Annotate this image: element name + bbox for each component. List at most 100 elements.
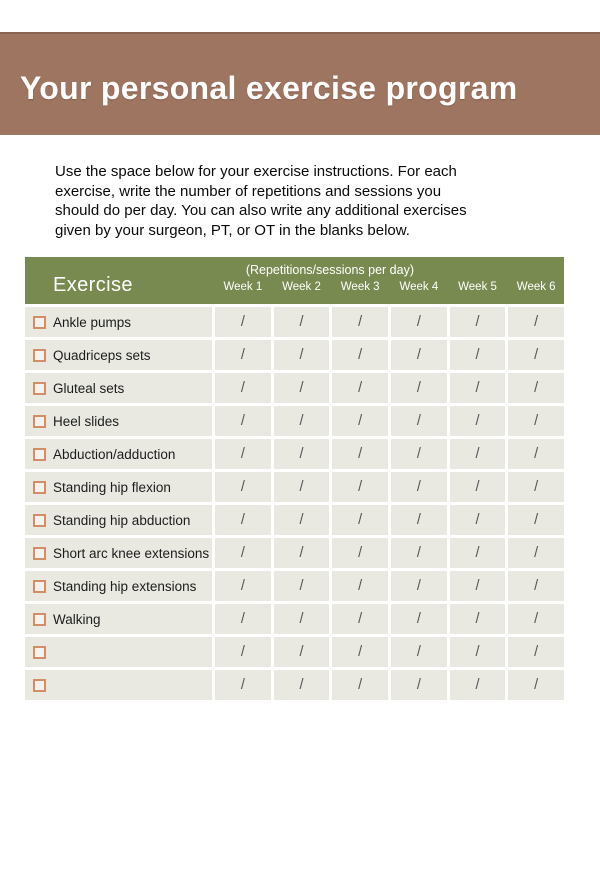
rep-cell: / [508,538,565,568]
rep-cell: / [215,307,271,337]
rep-cell: / [332,637,389,667]
rep-cell: / [215,670,271,700]
rep-cell: / [215,472,271,502]
table-row: Ankle pumps / / / / / / [25,307,565,337]
rep-cell: / [273,472,330,502]
exercise-checkbox[interactable] [33,447,46,461]
exercise-label-cell: Ankle pumps [25,307,212,337]
exercise-checkbox[interactable] [33,579,46,593]
rep-cell: / [449,307,506,337]
table-row: Abduction/adduction / / / / / / [25,439,565,469]
exercise-label: Heel slides [53,413,120,429]
exercise-checkbox[interactable] [33,678,46,692]
rep-cell: / [332,538,389,568]
exercise-checkbox[interactable] [33,381,46,395]
rep-cell: / [332,604,389,634]
exercise-label-cell: Standing hip flexion [25,472,212,502]
rep-cell: / [508,571,565,601]
exercise-label: Abduction/adduction [53,446,176,462]
rep-cell: / [391,307,447,337]
intro-line: exercise, write the number of repetition… [55,182,442,200]
rep-cell: / [449,604,506,634]
table-header: Exercise (Repetitions/sessions per day) … [25,257,564,304]
rep-cell: / [391,505,447,535]
rep-cell: / [391,406,447,436]
table-row: / / / / / / [25,637,565,667]
rep-cell: / [215,505,271,535]
table-row: Short arc knee extensions / / / / / / [25,538,565,568]
exercise-checkbox[interactable] [33,480,46,494]
exercise-checkbox[interactable] [33,645,46,659]
rep-cell: / [215,340,271,370]
exercise-label-cell [25,670,212,700]
rep-cell: / [273,637,330,667]
rep-cell: / [508,472,565,502]
exercise-label: Standing hip abduction [53,512,191,528]
exercise-label-cell: Quadriceps sets [25,340,212,370]
rep-cell: / [449,373,506,403]
week-labels-row: Week 1 Week 2 Week 3 Week 4 Week 5 Week … [215,281,564,293]
table-body: Ankle pumps / / / / / / Quadriceps sets / / / / / / Gl… [25,307,565,700]
table-row: Standing hip extensions / / / / / / [25,571,565,601]
exercise-label: Short arc knee extensions [53,545,210,561]
rep-cell: / [332,439,389,469]
exercise-label-cell: Gluteal sets [25,373,212,403]
page-banner: Your personal exercise program [0,32,600,135]
rep-cell: / [508,637,565,667]
rep-cell: / [391,637,447,667]
table-row: Standing hip abduction / / / / / / [25,505,565,535]
intro-line: Use the space below for your exercise in… [55,163,457,180]
rep-cell: / [332,406,389,436]
rep-cell: / [215,637,271,667]
rep-cell: / [391,439,447,469]
rep-cell: / [215,538,271,568]
rep-cell: / [391,571,447,601]
rep-cell: / [449,406,506,436]
rep-cell: / [332,571,389,601]
exercise-label-cell: Short arc knee extensions [25,538,212,568]
exercise-checkbox[interactable] [33,348,46,362]
rep-cell: / [215,604,271,634]
rep-cell: / [508,340,565,370]
rep-cell: / [332,373,389,403]
rep-cell: / [449,538,506,568]
rep-cell: / [391,340,447,370]
rep-cell: / [391,604,447,634]
week-column-header: Week 4 [399,281,439,293]
rep-cell: / [391,373,447,403]
exercise-checkbox[interactable] [33,315,46,329]
exercise-checkbox[interactable] [33,612,46,626]
exercise-label-cell: Standing hip abduction [25,505,212,535]
rep-cell: / [273,340,330,370]
exercise-table: Exercise (Repetitions/sessions per day) … [25,257,565,700]
exercise-label: Standing hip extensions [53,578,197,594]
exercise-checkbox[interactable] [33,546,46,560]
rep-cell: / [508,604,565,634]
exercise-checkbox[interactable] [33,414,46,428]
exercise-label: Gluteal sets [53,380,125,396]
rep-cell: / [273,604,330,634]
week-column-header: Week 1 [223,281,263,293]
intro-line: given by your surgeon, PT, or OT in the … [55,221,410,239]
rep-cell: / [273,571,330,601]
table-row: Quadriceps sets / / / / / / [25,340,565,370]
table-row: Walking / / / / / / [25,604,565,634]
rep-cell: / [449,637,506,667]
rep-cell: / [332,505,389,535]
exercise-label: Quadriceps sets [53,347,151,363]
table-row: Gluteal sets / / / / / / [25,373,565,403]
rep-cell: / [273,670,330,700]
exercise-checkbox[interactable] [33,513,46,527]
table-row: / / / / / / [25,670,565,700]
rep-cell: / [508,670,565,700]
page-title: Your personal exercise program [20,70,518,106]
rep-cell: / [449,571,506,601]
rep-cell: / [449,472,506,502]
rep-cell: / [273,439,330,469]
rep-cell: / [508,307,565,337]
rep-cell: / [273,406,330,436]
rep-cell: / [332,340,389,370]
week-column-header: Week 5 [458,281,497,293]
rep-cell: / [332,670,389,700]
week-column-header: Week 2 [282,281,321,293]
